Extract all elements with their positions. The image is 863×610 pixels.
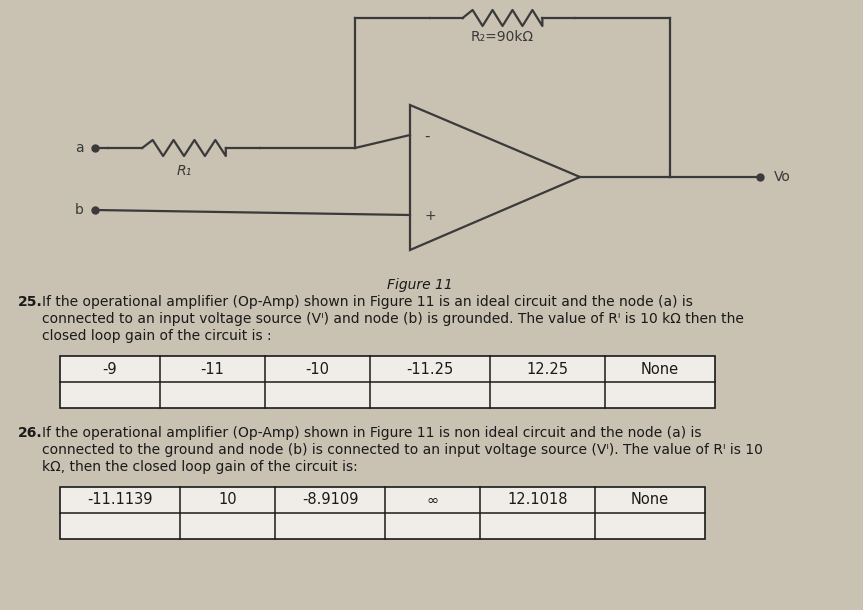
Text: ∞: ∞: [426, 492, 438, 508]
Text: 12.1018: 12.1018: [507, 492, 568, 508]
Text: connected to the ground and node (b) is connected to an input voltage source (Vᴵ: connected to the ground and node (b) is …: [42, 443, 763, 457]
Text: -11.1139: -11.1139: [87, 492, 153, 508]
Text: -11.25: -11.25: [406, 362, 454, 376]
Text: -9: -9: [103, 362, 117, 376]
Text: None: None: [631, 492, 669, 508]
Text: +: +: [424, 209, 436, 223]
Bar: [60, 356, 715, 408]
Text: -10: -10: [306, 362, 330, 376]
Text: closed loop gain of the circuit is :: closed loop gain of the circuit is :: [42, 329, 272, 343]
Text: None: None: [641, 362, 679, 376]
Text: connected to an input voltage source (Vᴵ) and node (b) is grounded. The value of: connected to an input voltage source (Vᴵ…: [42, 312, 744, 326]
Text: -: -: [424, 129, 430, 143]
Text: b: b: [74, 203, 84, 217]
Text: kΩ, then the closed loop gain of the circuit is:: kΩ, then the closed loop gain of the cir…: [42, 460, 358, 474]
Bar: [60, 487, 705, 539]
Text: -8.9109: -8.9109: [302, 492, 358, 508]
Text: R₂=90kΩ: R₂=90kΩ: [471, 30, 534, 44]
Text: If the operational amplifier (Op-Amp) shown in Figure 11 is non ideal circuit an: If the operational amplifier (Op-Amp) sh…: [42, 426, 702, 440]
Text: a: a: [75, 141, 84, 155]
Text: 25.: 25.: [18, 295, 43, 309]
Text: Figure 11: Figure 11: [387, 278, 453, 292]
Text: 26.: 26.: [18, 426, 42, 440]
Text: -11: -11: [200, 362, 224, 376]
Text: If the operational amplifier (Op-Amp) shown in Figure 11 is an ideal circuit and: If the operational amplifier (Op-Amp) sh…: [42, 295, 693, 309]
Text: 12.25: 12.25: [526, 362, 569, 376]
Text: Vo: Vo: [774, 170, 791, 184]
Text: R₁: R₁: [176, 164, 192, 178]
Text: 10: 10: [218, 492, 236, 508]
